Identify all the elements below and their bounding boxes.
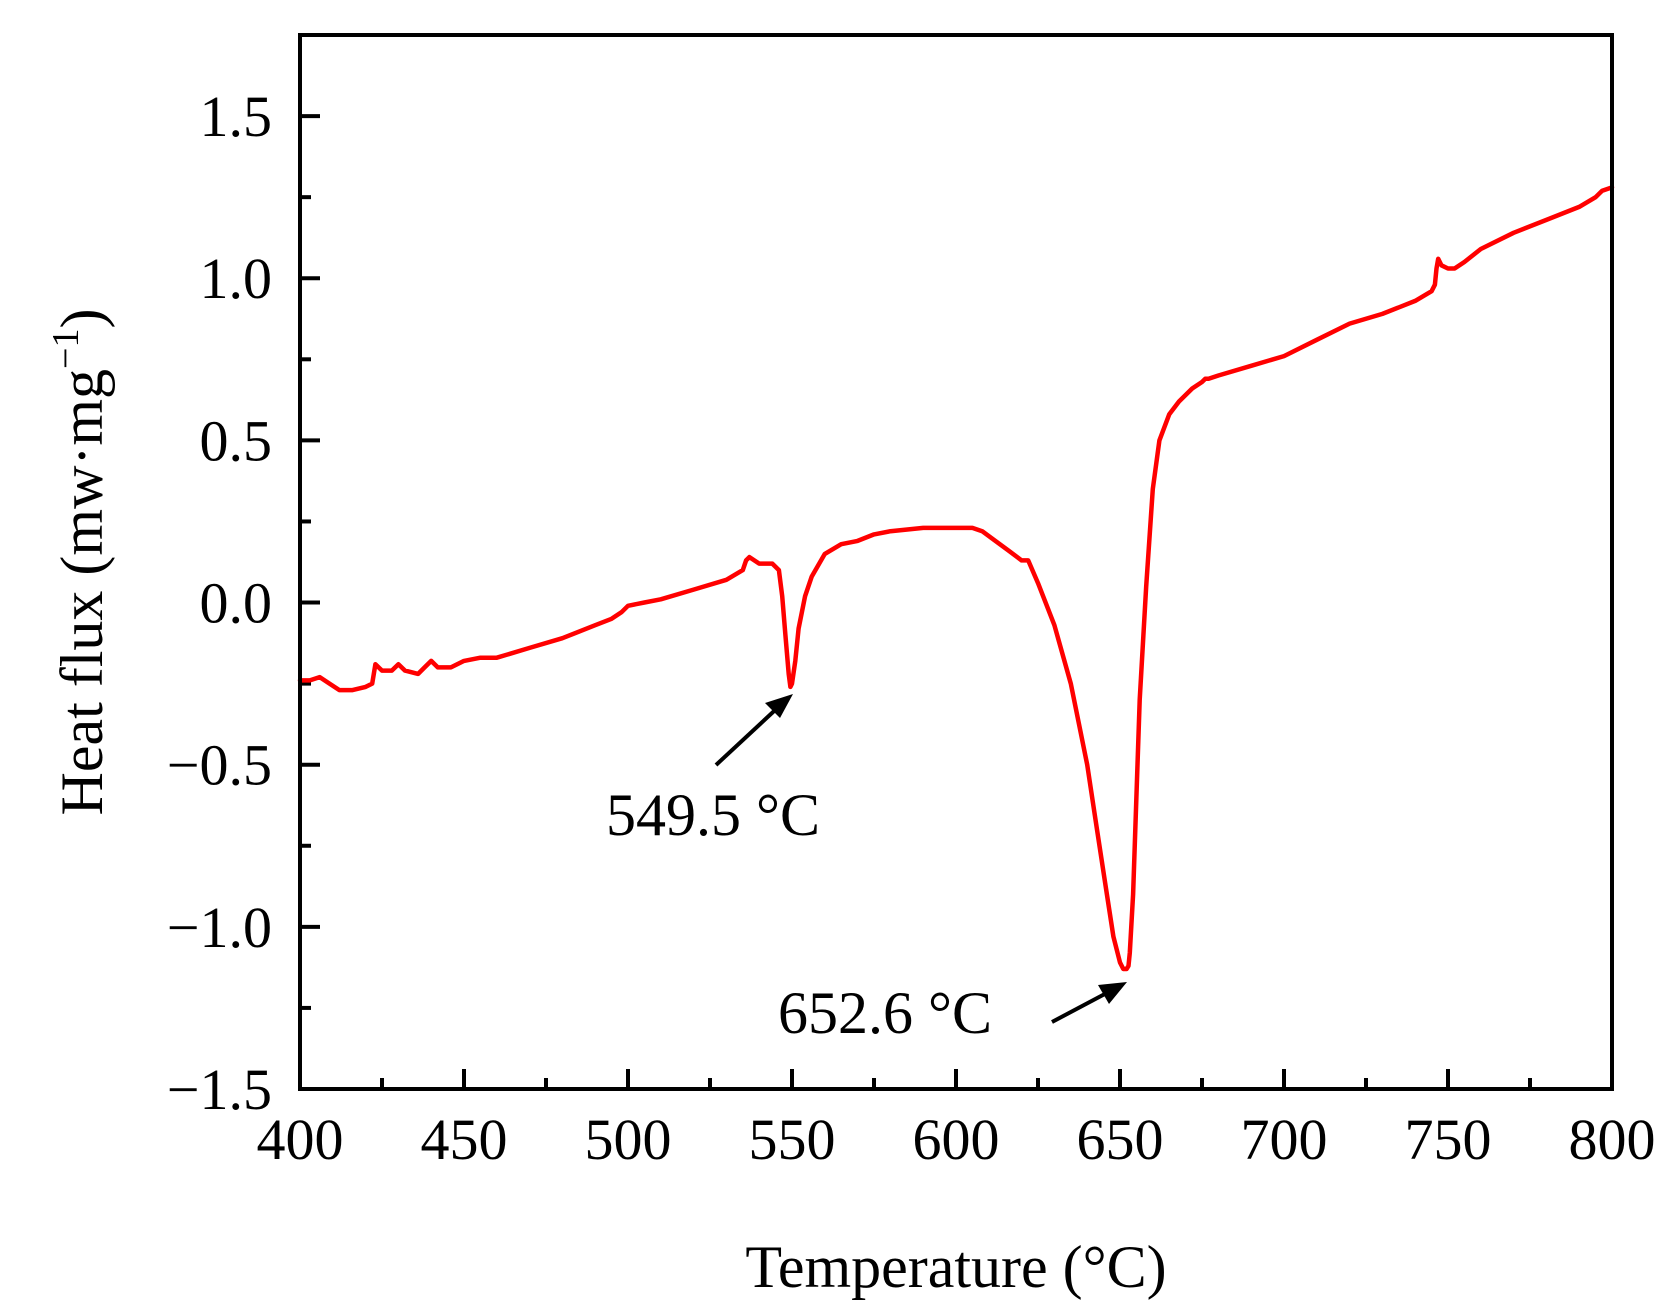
y-axis-label: Heat flux (mw·mg−1) bbox=[45, 309, 115, 816]
annotation-peak-2: 652.6 °C bbox=[778, 980, 1127, 1046]
plot-frame bbox=[298, 33, 1614, 1091]
y-tick-label: 0.5 bbox=[200, 408, 273, 473]
y-tick-label: −1.5 bbox=[167, 1057, 272, 1122]
annotation-label-1: 549.5 °C bbox=[606, 782, 820, 848]
x-tick-label: 450 bbox=[421, 1107, 508, 1172]
x-axis-label: Temperature (°C) bbox=[745, 1234, 1166, 1300]
x-tick-label: 800 bbox=[1569, 1107, 1656, 1172]
annotation-peak-1: 549.5 °C bbox=[606, 694, 820, 848]
y-tick-labels: −1.5 −1.0 −0.5 0.0 0.5 1.0 1.5 bbox=[167, 84, 272, 1122]
y-tick-label: −0.5 bbox=[167, 733, 272, 798]
x-tick-label: 750 bbox=[1405, 1107, 1492, 1172]
x-tick-labels: 400 450 500 550 600 650 700 750 800 bbox=[257, 1107, 1656, 1172]
x-tick-label: 550 bbox=[749, 1107, 836, 1172]
y-axis-label-close: ) bbox=[49, 309, 115, 329]
x-tick-label: 400 bbox=[257, 1107, 344, 1172]
x-tick-label: 500 bbox=[585, 1107, 672, 1172]
y-tick-label: −1.0 bbox=[167, 895, 272, 960]
annotation-arrowhead-1 bbox=[765, 694, 793, 718]
y-axis-label-superscript: −1 bbox=[45, 329, 87, 369]
y-tick-label: 1.5 bbox=[200, 84, 273, 149]
x-tick-label: 700 bbox=[1241, 1107, 1328, 1172]
y-tick-label: 1.0 bbox=[200, 246, 273, 311]
axis-ticks bbox=[298, 114, 1614, 1091]
annotation-arrowhead-2 bbox=[1098, 982, 1127, 1004]
x-tick-label: 650 bbox=[1077, 1107, 1164, 1172]
annotation-label-2: 652.6 °C bbox=[778, 980, 992, 1046]
series-line-dsc bbox=[297, 185, 1615, 972]
y-tick-label: 0.0 bbox=[200, 571, 273, 636]
x-tick-label: 600 bbox=[913, 1107, 1000, 1172]
y-axis-label-main: Heat flux (mw·mg bbox=[49, 369, 115, 816]
